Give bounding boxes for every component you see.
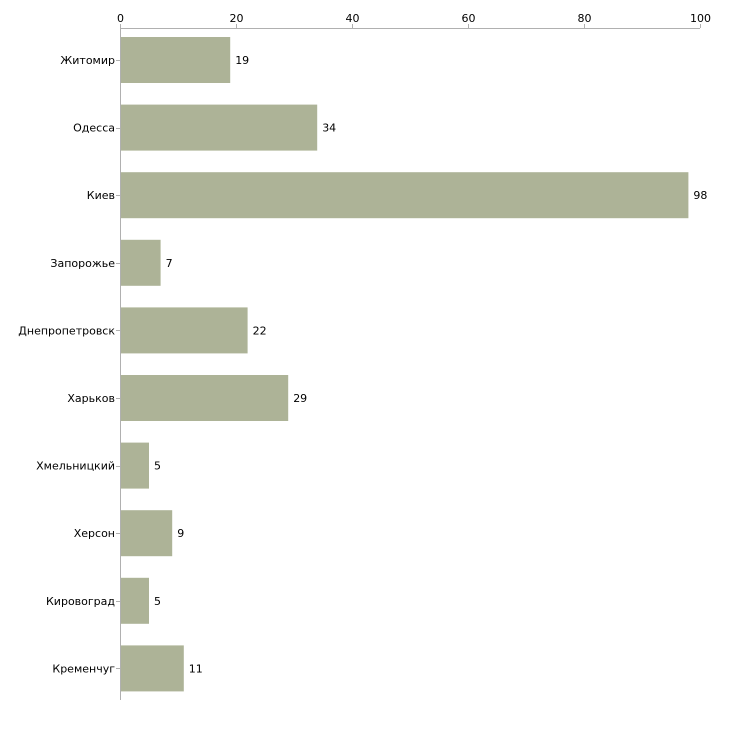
- bar: [121, 375, 289, 421]
- bar: [121, 37, 231, 83]
- bar-value-label: 11: [189, 662, 203, 675]
- category-labels: Житомир Одесса Киев Запорожье Днепропетровск…: [18, 54, 115, 675]
- bar-value-label: 7: [166, 257, 173, 270]
- x-tick-label: 20: [230, 12, 244, 25]
- category-label: Житомир: [60, 54, 115, 67]
- x-tick-label: 40: [346, 12, 360, 25]
- bar-value-label: 5: [154, 460, 161, 473]
- bar: [121, 577, 149, 624]
- bar: [121, 104, 318, 151]
- value-labels: 19 34 98 7 22 29 5 9 5 11: [154, 54, 707, 675]
- category-label: Кременчуг: [52, 662, 115, 675]
- category-label: Днепропетровск: [18, 324, 115, 337]
- x-tick-label: 60: [462, 12, 476, 25]
- category-label: Хмельницкий: [36, 460, 115, 473]
- y-axis: [116, 28, 121, 700]
- bar-value-label: 22: [253, 324, 267, 337]
- x-tick-label: 80: [578, 12, 592, 25]
- bar: [121, 442, 149, 489]
- x-tick-label: 0: [117, 12, 124, 25]
- x-axis: 0 20 40 60 80 100: [117, 12, 711, 29]
- bar-value-label: 9: [177, 527, 184, 540]
- bar-value-label: 19: [235, 54, 249, 67]
- bar-value-label: 5: [154, 595, 161, 608]
- bar-value-label: 98: [693, 189, 707, 202]
- category-label: Харьков: [67, 392, 115, 405]
- category-label: Киев: [87, 189, 115, 202]
- bar: [121, 172, 689, 219]
- category-label: Одесса: [73, 122, 115, 135]
- bar-value-label: 34: [322, 122, 336, 135]
- bar-value-label: 29: [293, 392, 307, 405]
- bar: [121, 645, 184, 692]
- category-label: Херсон: [74, 527, 115, 540]
- bars: [121, 37, 689, 692]
- bar: [121, 307, 248, 354]
- category-label: Запорожье: [50, 257, 115, 270]
- bar: [121, 239, 161, 286]
- bar: [121, 510, 173, 557]
- category-label: Кировоград: [46, 595, 115, 608]
- x-tick-label: 100: [690, 12, 711, 25]
